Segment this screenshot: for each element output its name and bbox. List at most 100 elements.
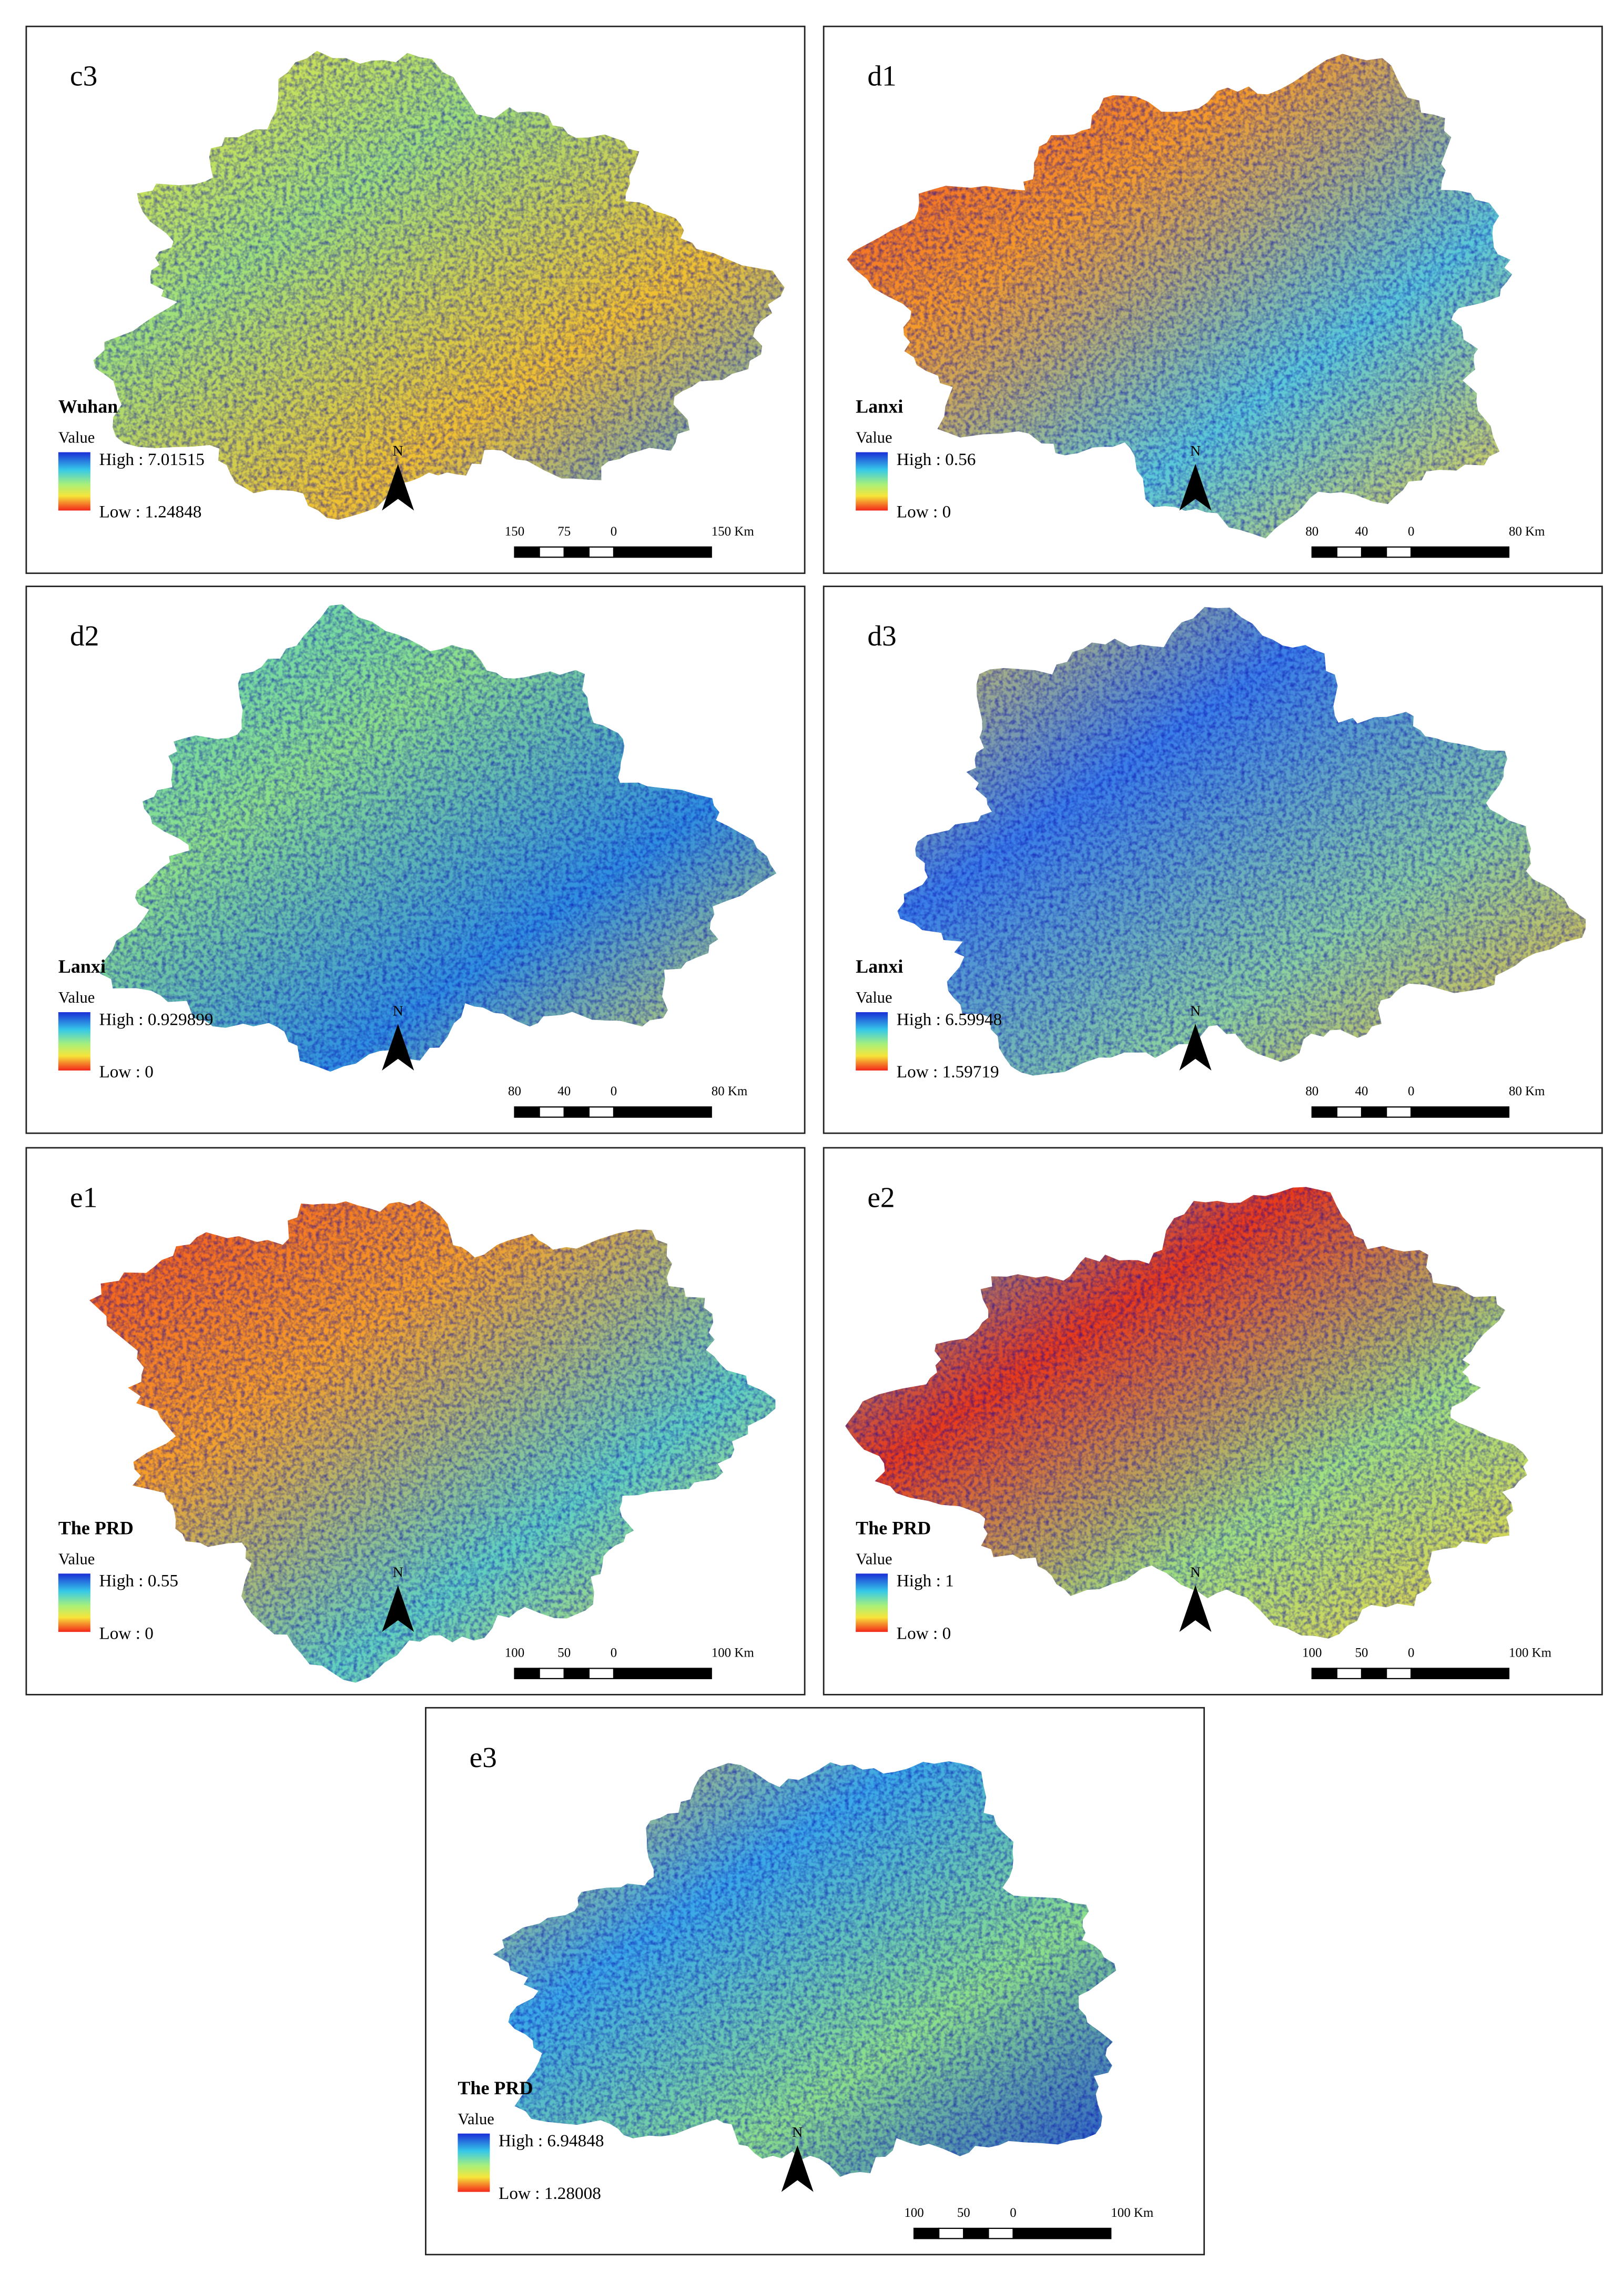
scale-segment <box>1336 546 1363 558</box>
scale-segment <box>988 2227 1014 2239</box>
scale-label: 150 <box>505 524 524 539</box>
scale-segment <box>1361 1668 1387 1679</box>
legend-ramp <box>856 1012 888 1071</box>
scale-segment <box>1361 546 1387 558</box>
legend-ramp <box>856 452 888 511</box>
scale-segment <box>588 1106 615 1118</box>
scale-segment <box>563 546 590 558</box>
scale-segment <box>613 546 712 558</box>
legend-title: Value <box>856 429 892 447</box>
scale-label: 40 <box>557 1084 571 1098</box>
scale-label: 50 <box>557 1646 571 1660</box>
legend-title: Value <box>856 988 892 1006</box>
scale-label: 100 Km <box>1111 2206 1153 2220</box>
legend-ramp <box>856 1573 888 1632</box>
scale-segment <box>1386 1106 1412 1118</box>
scale-label: 0 <box>1408 1646 1414 1660</box>
legend-ramp <box>458 2133 490 2192</box>
north-label: N <box>1190 442 1201 459</box>
scale-segment <box>588 546 615 558</box>
scale-label: 50 <box>1355 1646 1368 1660</box>
legend-title: Value <box>856 1550 892 1568</box>
legend-title: Value <box>58 988 95 1006</box>
region-name: Lanxi <box>58 956 106 977</box>
legend-low: Low : 0 <box>99 1062 153 1082</box>
scale-segment <box>514 1106 540 1118</box>
scale-label: 80 Km <box>1509 524 1545 539</box>
legend-low: Low : 0 <box>99 1623 153 1643</box>
scale-segment <box>539 546 565 558</box>
map-panel: e3 The PRD Value High : 6.94848 Low : 1.2800… <box>425 1707 1205 2256</box>
scale-label: 80 Km <box>1509 1084 1545 1098</box>
panel-label: d1 <box>867 60 896 92</box>
legend-low: Low : 0 <box>897 502 951 522</box>
scale-label: 0 <box>611 1084 617 1098</box>
scale-segment <box>938 2227 965 2239</box>
scale-segment <box>913 2227 940 2239</box>
scale-label: 50 <box>957 2206 970 2220</box>
legend-high: High : 0.56 <box>897 450 976 469</box>
panel-label: e1 <box>70 1181 97 1213</box>
scale-segment <box>1311 546 1338 558</box>
region-name: The PRD <box>458 2077 533 2098</box>
scale-segment <box>1386 1668 1412 1679</box>
legend-title: Value <box>458 2110 494 2128</box>
scale-segment <box>1386 546 1412 558</box>
scale-label: 100 <box>505 1646 524 1660</box>
scale-label: 100 <box>904 2206 923 2220</box>
legend-high: High : 0.929899 <box>99 1010 213 1029</box>
panel-label: e3 <box>470 1741 497 1773</box>
legend-high: High : 6.59948 <box>897 1010 1002 1029</box>
legend-title: Value <box>58 1550 95 1568</box>
legend-low: Low : 1.28008 <box>499 2184 601 2203</box>
legend-high: High : 1 <box>897 1571 954 1591</box>
scale-label: 0 <box>1010 2206 1016 2220</box>
legend-high: High : 7.01515 <box>99 450 204 469</box>
scale-segment <box>514 1668 540 1679</box>
north-label: N <box>1190 1564 1201 1580</box>
scale-segment <box>1311 1668 1338 1679</box>
north-arrow <box>382 1024 414 1071</box>
scale-label: 40 <box>1355 524 1368 539</box>
legend-title: Value <box>58 429 95 447</box>
scale-label: 40 <box>1355 1084 1368 1098</box>
scale-label: 75 <box>557 524 571 539</box>
scale-segment <box>588 1668 615 1679</box>
north-arrow <box>1179 1024 1212 1071</box>
legend-low: Low : 1.24848 <box>99 502 201 522</box>
scale-segment <box>539 1106 565 1118</box>
scale-label: 80 <box>1305 524 1318 539</box>
map-panel: d1 Lanxi Value High : 0.56 Low : 0 N 80 40 0 80 K… <box>823 25 1603 574</box>
legend-high: High : 0.55 <box>99 1571 178 1591</box>
scale-label: 80 <box>508 1084 521 1098</box>
region-name: The PRD <box>856 1517 931 1538</box>
region-name: The PRD <box>58 1517 134 1538</box>
legend-ramp <box>58 452 90 511</box>
scale-segment <box>1361 1106 1387 1118</box>
legend-ramp <box>58 1573 90 1632</box>
north-label: N <box>393 442 403 459</box>
scale-segment <box>1336 1668 1363 1679</box>
scale-segment <box>613 1668 712 1679</box>
scale-label: 150 Km <box>712 524 754 539</box>
region-name: Wuhan <box>58 396 118 417</box>
legend-high: High : 6.94848 <box>499 2131 604 2151</box>
scale-label: 100 Km <box>712 1646 754 1660</box>
scale-segment <box>563 1106 590 1118</box>
map-panel: e2 The PRD Value High : 1 Low : 0 N 100 50 0 100 … <box>823 1147 1603 1695</box>
scale-label: 0 <box>611 524 617 539</box>
scale-segment <box>1336 1106 1363 1118</box>
scale-label: 0 <box>1408 1084 1414 1098</box>
scale-label: 100 <box>1302 1646 1322 1660</box>
legend-low: Low : 1.59719 <box>897 1062 999 1082</box>
north-label: N <box>792 2124 803 2140</box>
panel-label: d3 <box>867 620 896 652</box>
scale-label: 80 <box>1305 1084 1318 1098</box>
scale-segment <box>1311 1106 1338 1118</box>
north-arrow <box>382 1585 414 1632</box>
map-panel: d3 Lanxi Value High : 6.59948 Low : 1.59719 N… <box>823 586 1603 1134</box>
north-arrow <box>1179 1585 1212 1632</box>
